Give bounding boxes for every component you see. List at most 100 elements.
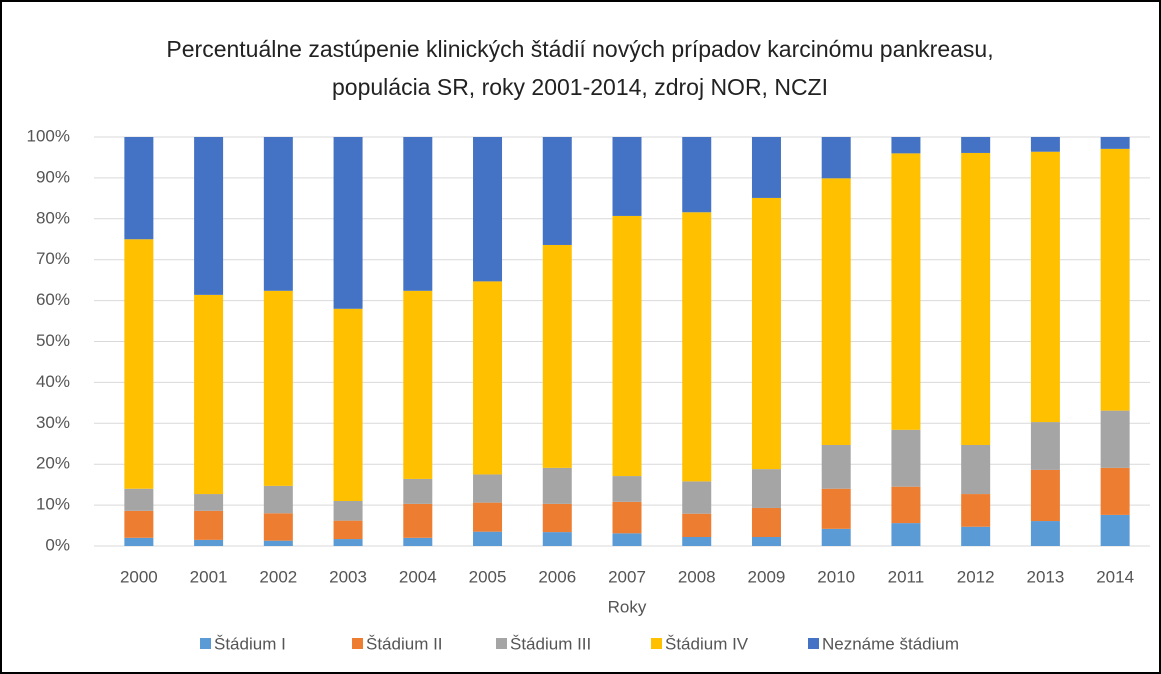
x-tick-label: 2011 — [888, 567, 925, 586]
bar-segment — [403, 137, 433, 291]
bar-segment — [682, 481, 712, 514]
x-tick-label: 2013 — [1026, 567, 1064, 586]
bar-segment — [891, 137, 921, 154]
bar-segment — [542, 503, 572, 533]
bar-segment — [682, 212, 712, 482]
legend-swatch — [651, 638, 662, 649]
bar-segment — [612, 533, 642, 546]
x-tick-label: 2001 — [190, 567, 228, 586]
bar-segment — [751, 537, 781, 546]
y-tick-label: 30% — [36, 413, 70, 432]
bar-segment — [333, 539, 363, 546]
x-tick-label: 2002 — [259, 567, 297, 586]
bar-segment — [403, 290, 433, 479]
legend-label: Štádium III — [510, 634, 591, 653]
bar-segment — [891, 486, 921, 524]
x-tick-label: 2005 — [469, 567, 507, 586]
bar-segment — [821, 178, 851, 445]
bar-segment — [961, 494, 991, 527]
bar-segment — [612, 137, 642, 216]
bar-segment — [194, 494, 224, 511]
y-tick-label: 20% — [36, 454, 70, 473]
x-tick-label: 2000 — [120, 567, 158, 586]
bar-segment — [473, 281, 503, 475]
bar-segment — [403, 503, 433, 538]
bar-segment — [751, 137, 781, 198]
x-axis-label: Roky — [608, 597, 647, 616]
bar-segment — [263, 137, 293, 291]
x-tick-label: 2008 — [678, 567, 716, 586]
legend-label: Štádium II — [366, 634, 443, 653]
y-tick-label: 10% — [36, 495, 70, 514]
bar-segment — [542, 467, 572, 504]
bar-segment — [333, 520, 363, 540]
legend-label: Štádium IV — [665, 634, 749, 653]
bar-segment — [473, 474, 503, 503]
bar-segment — [263, 290, 293, 486]
y-tick-label: 70% — [36, 249, 70, 268]
x-tick-label: 2006 — [538, 567, 576, 586]
bar-segment — [473, 531, 503, 546]
legend-label: Neznáme štádium — [822, 634, 959, 653]
bar-segment — [194, 294, 224, 495]
y-tick-label: 0% — [45, 535, 70, 554]
bar-segment — [333, 501, 363, 521]
x-tick-label: 2014 — [1096, 567, 1134, 586]
bar-segment — [403, 537, 433, 546]
bar-segment — [1030, 469, 1060, 522]
y-tick-label: 100% — [27, 126, 70, 145]
bar-segment — [821, 137, 851, 179]
bar-segment — [403, 478, 433, 504]
bar-segment — [821, 528, 851, 546]
legend-swatch — [496, 638, 507, 649]
bar-segment — [751, 507, 781, 538]
bar-segment — [612, 215, 642, 477]
legend-swatch — [352, 638, 363, 649]
bar-segment — [124, 239, 154, 489]
x-tick-label: 2007 — [608, 567, 646, 586]
bar-segment — [821, 488, 851, 529]
x-tick-label: 2003 — [329, 567, 367, 586]
bar-segment — [1030, 137, 1060, 152]
bar-segment — [124, 537, 154, 546]
bar-segment — [473, 137, 503, 282]
bar-segment — [333, 137, 363, 309]
y-tick-label: 80% — [36, 208, 70, 227]
bar-segment — [751, 469, 781, 508]
bar-segment — [682, 513, 712, 538]
y-tick-label: 40% — [36, 372, 70, 391]
bar-segment — [333, 308, 363, 502]
bar-segment — [1030, 521, 1060, 546]
x-tick-label: 2010 — [817, 567, 855, 586]
bar-segment — [891, 429, 921, 487]
bar-segment — [1100, 467, 1130, 515]
bar-segment — [1100, 137, 1130, 149]
bar-segment — [961, 526, 991, 546]
bar-segment — [263, 485, 293, 514]
bar-segment — [1030, 422, 1060, 470]
bar-segment — [961, 137, 991, 153]
bar-segment — [263, 513, 293, 541]
bar-segment — [821, 444, 851, 489]
legend-swatch — [200, 638, 211, 649]
bar-segment — [682, 137, 712, 213]
bar-segment — [194, 539, 224, 546]
bar-segment — [612, 501, 642, 534]
bar-segment — [612, 476, 642, 502]
bar-segment — [263, 540, 293, 546]
bar-segment — [1030, 151, 1060, 423]
x-tick-label: 2012 — [957, 567, 995, 586]
bar-segment — [1100, 410, 1130, 468]
bar-segment — [961, 152, 991, 445]
y-tick-label: 50% — [36, 331, 70, 350]
bar-segment — [124, 510, 154, 538]
bar-segment — [124, 488, 154, 511]
bar-segment — [542, 244, 572, 468]
bar-segment — [891, 523, 921, 546]
bar-segment — [542, 137, 572, 245]
bar-segment — [542, 532, 572, 546]
legend-label: Štádium I — [214, 634, 286, 653]
